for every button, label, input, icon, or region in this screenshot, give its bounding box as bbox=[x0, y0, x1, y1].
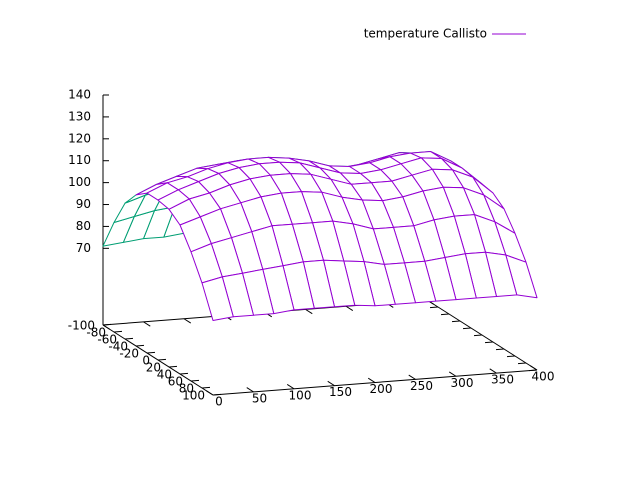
y-tick bbox=[113, 330, 123, 333]
y-tick-label: -80 bbox=[86, 326, 106, 340]
x-tick-label: 200 bbox=[370, 382, 393, 396]
z-tick-label: 130 bbox=[68, 109, 91, 123]
x-tick bbox=[102, 324, 111, 330]
z-tick-label: 110 bbox=[68, 153, 91, 167]
y-tick-label: 0 bbox=[142, 354, 150, 368]
x-tick bbox=[205, 390, 214, 396]
y-tick bbox=[473, 334, 483, 337]
x-tick-label: 0 bbox=[215, 395, 223, 409]
y-tick bbox=[517, 362, 527, 365]
z-tick-label: 100 bbox=[68, 175, 91, 189]
y-tick-label: -60 bbox=[97, 333, 117, 347]
y-tick bbox=[201, 386, 211, 389]
y-tick bbox=[168, 365, 178, 368]
y-tick-label: 20 bbox=[146, 361, 161, 375]
y-tick bbox=[484, 341, 494, 344]
x-tick bbox=[143, 321, 151, 327]
y-tick bbox=[440, 313, 450, 316]
y-tick-label: 100 bbox=[182, 389, 205, 403]
y-tick bbox=[495, 348, 505, 351]
x-tick-label: 400 bbox=[532, 370, 555, 384]
y-tick bbox=[429, 306, 439, 309]
y-tick bbox=[157, 358, 167, 361]
y-tick-label: 40 bbox=[157, 368, 172, 382]
legend-label: temperature Callisto bbox=[364, 27, 487, 41]
y-tick bbox=[190, 379, 200, 382]
x-tick bbox=[448, 371, 457, 377]
x-tick-label: 50 bbox=[252, 391, 267, 405]
x-tick bbox=[327, 380, 335, 387]
x-tick bbox=[529, 365, 538, 371]
y-tick-label: 80 bbox=[179, 382, 194, 396]
y-tick-label: -100 bbox=[68, 319, 95, 333]
y-tick bbox=[451, 320, 461, 323]
z-tick-label: 140 bbox=[68, 88, 91, 102]
surface-cell bbox=[201, 276, 234, 321]
y-tick bbox=[212, 393, 222, 396]
x-tick bbox=[408, 374, 416, 380]
y-tick bbox=[102, 323, 112, 326]
x-tick bbox=[246, 387, 254, 393]
y-tick bbox=[179, 372, 189, 375]
x-tick-label: 350 bbox=[491, 373, 514, 387]
x-tick bbox=[367, 377, 376, 383]
y-tick bbox=[528, 369, 538, 372]
y-tick bbox=[124, 337, 134, 340]
z-tick-label: 70 bbox=[76, 241, 91, 255]
x-tick bbox=[345, 305, 354, 311]
z-tick-label: 120 bbox=[68, 131, 91, 145]
x-tick-label: 250 bbox=[410, 379, 433, 393]
x-tick-label: 100 bbox=[289, 388, 312, 402]
y-tick bbox=[135, 344, 145, 347]
x-tick-label: 150 bbox=[329, 385, 352, 399]
y-tick-label: -40 bbox=[108, 340, 128, 354]
x-tick bbox=[305, 308, 313, 315]
y-tick bbox=[146, 351, 156, 354]
y-tick-label: -20 bbox=[119, 347, 139, 361]
x-tick-label: 300 bbox=[451, 376, 474, 390]
x-tick bbox=[183, 318, 192, 324]
x-tick bbox=[489, 368, 497, 374]
y-tick bbox=[462, 327, 472, 330]
y-tick-label: 60 bbox=[168, 375, 183, 389]
x-tick bbox=[286, 384, 295, 390]
y-tick bbox=[506, 355, 516, 358]
z-tick-label: 80 bbox=[76, 219, 91, 233]
z-tick-label: 90 bbox=[76, 197, 91, 211]
